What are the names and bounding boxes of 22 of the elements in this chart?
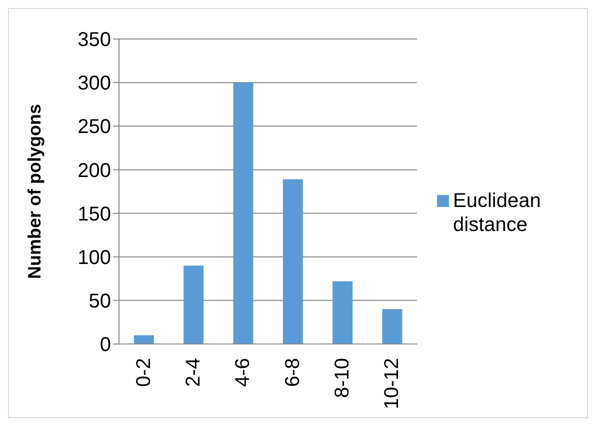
y-tick-label: 0 — [100, 334, 111, 356]
x-tick-label: 6-8 — [282, 358, 304, 387]
bar — [282, 179, 303, 344]
y-axis-title: Number of polygons — [24, 104, 44, 279]
x-tick-label: 2-4 — [182, 358, 204, 387]
legend-label: Euclidean distance — [453, 189, 542, 237]
x-tick-label: 0-2 — [132, 358, 155, 387]
y-tick-label: 100 — [78, 246, 111, 269]
bar — [332, 281, 353, 344]
y-tick-label: 200 — [78, 160, 111, 182]
y-tick-label: 350 — [78, 29, 111, 52]
bar — [184, 266, 204, 344]
y-tick-label: 300 — [78, 72, 111, 95]
bar — [382, 309, 402, 344]
y-tick-label: 250 — [78, 116, 111, 138]
x-tick-label: 4-6 — [232, 358, 254, 387]
y-tick-label: 150 — [78, 203, 111, 226]
y-tick-label: 50 — [88, 290, 111, 313]
bar — [233, 82, 254, 344]
bar — [134, 335, 154, 344]
x-tick-label: 10-12 — [381, 358, 404, 410]
x-tick-label: 8-10 — [332, 358, 354, 398]
